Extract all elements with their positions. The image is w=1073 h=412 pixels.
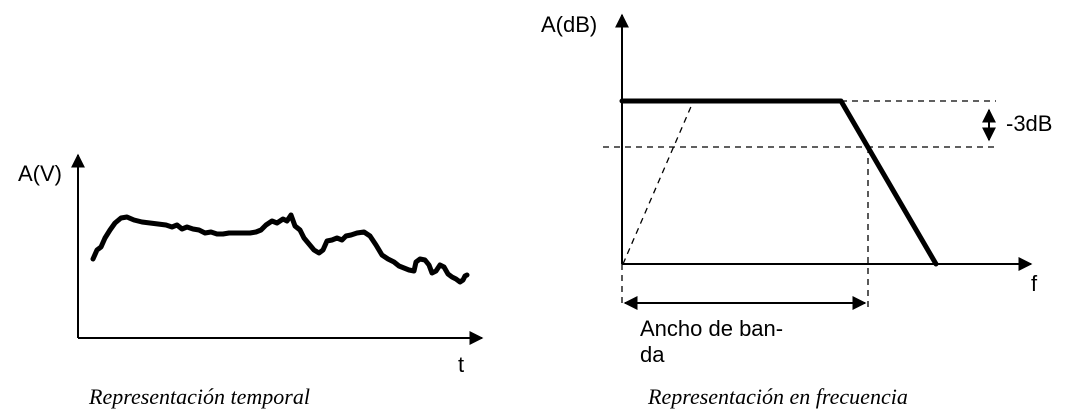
attenuation-label: -3dB (1006, 111, 1052, 136)
temporal-diagram: A(V) t Representación temporal (18, 153, 484, 409)
temporal-signal-curve (90, 212, 470, 285)
bandwidth-label-line1: Ancho de ban- (640, 316, 783, 341)
frequency-diagram: A(dB) f -3dB Ancho de ban- da Representa… (541, 12, 1052, 409)
temporal-caption: Representación temporal (88, 384, 310, 409)
frequency-x-axis-label: f (1031, 271, 1038, 296)
bandwidth-label-line2: da (640, 342, 665, 367)
ideal-slope-dashed-line (622, 101, 694, 265)
frequency-y-axis-label: A(dB) (541, 12, 597, 37)
temporal-x-axis-label: t (458, 352, 464, 377)
temporal-y-axis-label: A(V) (18, 161, 62, 186)
frequency-caption: Representación en frecuencia (647, 384, 908, 409)
frequency-response-curve (619, 98, 939, 267)
